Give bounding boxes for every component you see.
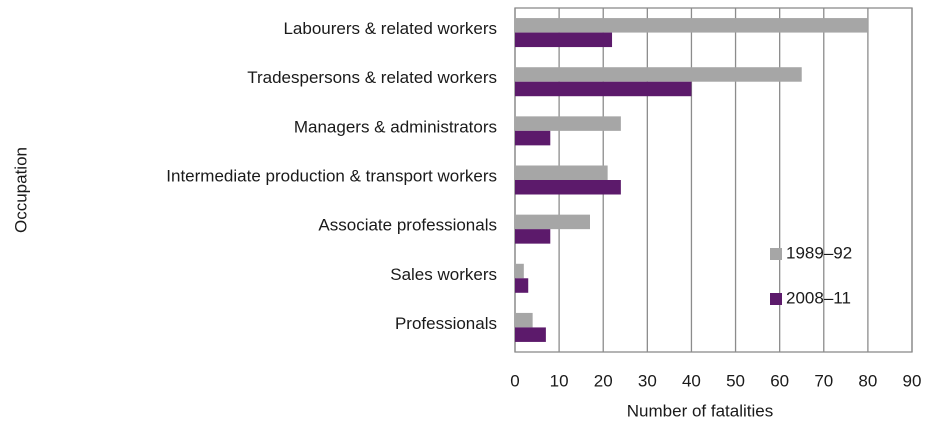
x-tick-label: 20 (594, 371, 613, 390)
legend-swatch (770, 293, 782, 305)
x-tick-label: 40 (682, 371, 701, 390)
legend-label: 1989–92 (786, 243, 852, 262)
x-tick-label: 50 (726, 371, 745, 390)
bar (515, 229, 551, 244)
y-tick-label: Labourers & related workers (283, 19, 497, 38)
x-tick-label: 0 (510, 371, 519, 390)
x-axis-label: Number of fatalities (627, 401, 773, 420)
bar (515, 214, 590, 230)
bar (515, 18, 868, 33)
bar (515, 312, 533, 328)
x-tick-label: 60 (770, 371, 789, 390)
bar (515, 116, 621, 131)
legend-label: 2008–11 (786, 288, 851, 307)
y-tick-label: Sales workers (390, 265, 497, 284)
bar (515, 278, 529, 293)
y-tick-label: Tradespersons & related workers (247, 68, 497, 87)
bar (515, 130, 551, 146)
bar (515, 327, 546, 342)
bar (515, 180, 621, 195)
bar (515, 81, 692, 97)
y-tick-label: Associate professionals (318, 216, 497, 235)
x-tick-label: 80 (858, 371, 877, 390)
bar (515, 67, 802, 82)
x-tick-label: 90 (903, 371, 922, 390)
y-tick-label: Managers & administrators (294, 117, 497, 136)
legend-swatch (770, 248, 782, 260)
bar (515, 32, 613, 48)
x-tick-label: 10 (550, 371, 569, 390)
y-tick-label: Intermediate production & transport work… (166, 166, 497, 185)
y-axis-label: Occupation (11, 147, 30, 233)
x-tick-label: 70 (814, 371, 833, 390)
bar (515, 263, 524, 279)
bar (515, 165, 608, 180)
x-tick-label: 30 (638, 371, 657, 390)
y-tick-label: Professionals (395, 314, 497, 333)
